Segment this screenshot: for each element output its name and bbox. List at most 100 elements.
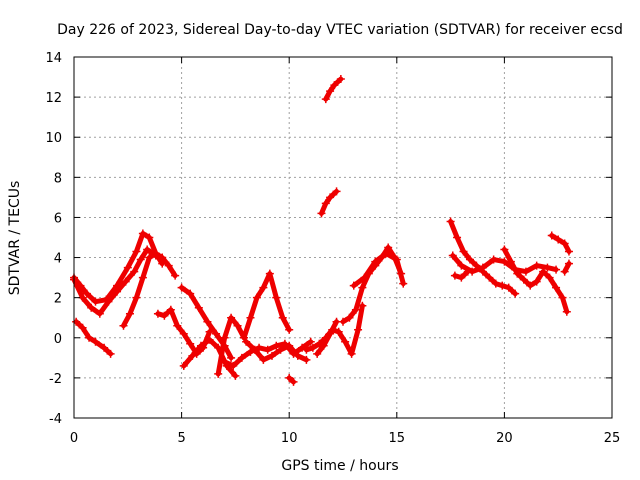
data-point xyxy=(186,289,195,298)
data-point xyxy=(255,343,264,352)
data-point xyxy=(358,301,367,310)
data-point xyxy=(212,329,221,338)
data-point xyxy=(227,313,236,322)
data-series-s20 xyxy=(450,267,472,282)
data-series-s23 xyxy=(560,259,573,276)
y-tick-label: -2 xyxy=(49,372,62,387)
data-point xyxy=(272,341,281,350)
data-point xyxy=(227,353,236,362)
data-line xyxy=(351,251,406,289)
data-series-s15 xyxy=(349,249,408,290)
data-point xyxy=(339,317,347,326)
data-point xyxy=(319,341,328,350)
data-point xyxy=(194,303,203,312)
data-point xyxy=(306,337,315,346)
data-point xyxy=(554,235,563,244)
data-point xyxy=(384,243,393,252)
x-tick-label: 5 xyxy=(177,431,185,446)
data-point xyxy=(138,229,147,238)
data-point xyxy=(560,239,569,248)
data-point xyxy=(298,343,307,352)
data-point xyxy=(246,313,255,322)
data-line xyxy=(303,303,365,357)
data-point xyxy=(242,337,251,346)
data-point xyxy=(177,283,186,292)
data-point xyxy=(564,259,573,268)
data-point xyxy=(302,345,311,354)
data-point xyxy=(233,321,242,330)
data-point xyxy=(354,325,363,334)
data-point xyxy=(358,283,367,292)
data-point xyxy=(513,269,522,278)
data-point xyxy=(220,357,229,366)
data-line xyxy=(323,76,344,102)
data-point xyxy=(186,339,195,348)
y-tick-label: 2 xyxy=(54,292,62,307)
data-point xyxy=(321,95,330,104)
data-line xyxy=(243,339,309,363)
data-point xyxy=(543,263,552,272)
data-point xyxy=(205,335,214,344)
data-point xyxy=(153,309,162,318)
data-point xyxy=(87,303,96,312)
data-series-s11 xyxy=(285,373,298,386)
data-point xyxy=(293,351,302,360)
data-point xyxy=(289,377,298,386)
data-point xyxy=(237,353,246,362)
data-point xyxy=(95,309,104,318)
data-point xyxy=(123,263,132,272)
data-point xyxy=(392,255,401,264)
data-series-s18 xyxy=(446,217,520,298)
data-line xyxy=(501,247,570,315)
data-point xyxy=(138,273,147,282)
data-point xyxy=(132,293,141,302)
data-point xyxy=(100,343,109,352)
data-point xyxy=(504,283,513,292)
data-line xyxy=(319,188,339,216)
data-point xyxy=(489,255,498,264)
data-point xyxy=(558,293,567,302)
data-point xyxy=(341,337,350,346)
data-point xyxy=(560,267,569,276)
y-tick-label: 12 xyxy=(45,91,62,106)
data-point xyxy=(78,323,87,332)
data-point xyxy=(267,351,276,360)
data-point xyxy=(302,355,311,364)
data-series-s1 xyxy=(70,229,180,306)
data-point xyxy=(252,293,261,302)
data-point xyxy=(564,247,573,256)
data-point xyxy=(91,337,100,346)
data-series-s4 xyxy=(119,249,167,330)
data-point xyxy=(326,193,335,202)
data-point xyxy=(321,199,330,208)
data-point xyxy=(121,277,130,286)
data-point xyxy=(552,265,561,274)
data-point xyxy=(526,281,535,290)
data-point xyxy=(259,355,268,364)
axis-ticks: 0 5 10 15 20 25 -4 -2 0 2 4 6 8 10 12 14 xyxy=(45,51,620,446)
data-point xyxy=(229,361,238,370)
data-point xyxy=(326,87,335,96)
y-tick-label: 6 xyxy=(54,211,62,226)
data-line xyxy=(73,319,114,357)
y-tick-label: 8 xyxy=(54,171,62,186)
y-tick-label: 4 xyxy=(54,252,62,267)
data-point xyxy=(465,255,474,264)
data-point xyxy=(240,333,249,342)
x-tick-label: 25 xyxy=(604,431,621,446)
data-point xyxy=(85,333,94,342)
data-point xyxy=(382,249,391,258)
data-point xyxy=(179,361,188,370)
data-point xyxy=(511,289,520,298)
data-point xyxy=(345,313,354,322)
y-tick-label: 0 xyxy=(54,332,62,347)
data-point xyxy=(166,305,175,314)
data-point xyxy=(285,341,294,350)
data-point xyxy=(119,321,128,330)
data-line xyxy=(314,319,339,357)
data-point xyxy=(265,269,274,278)
data-point xyxy=(459,247,468,256)
data-line xyxy=(215,271,292,377)
data-point xyxy=(334,327,343,336)
